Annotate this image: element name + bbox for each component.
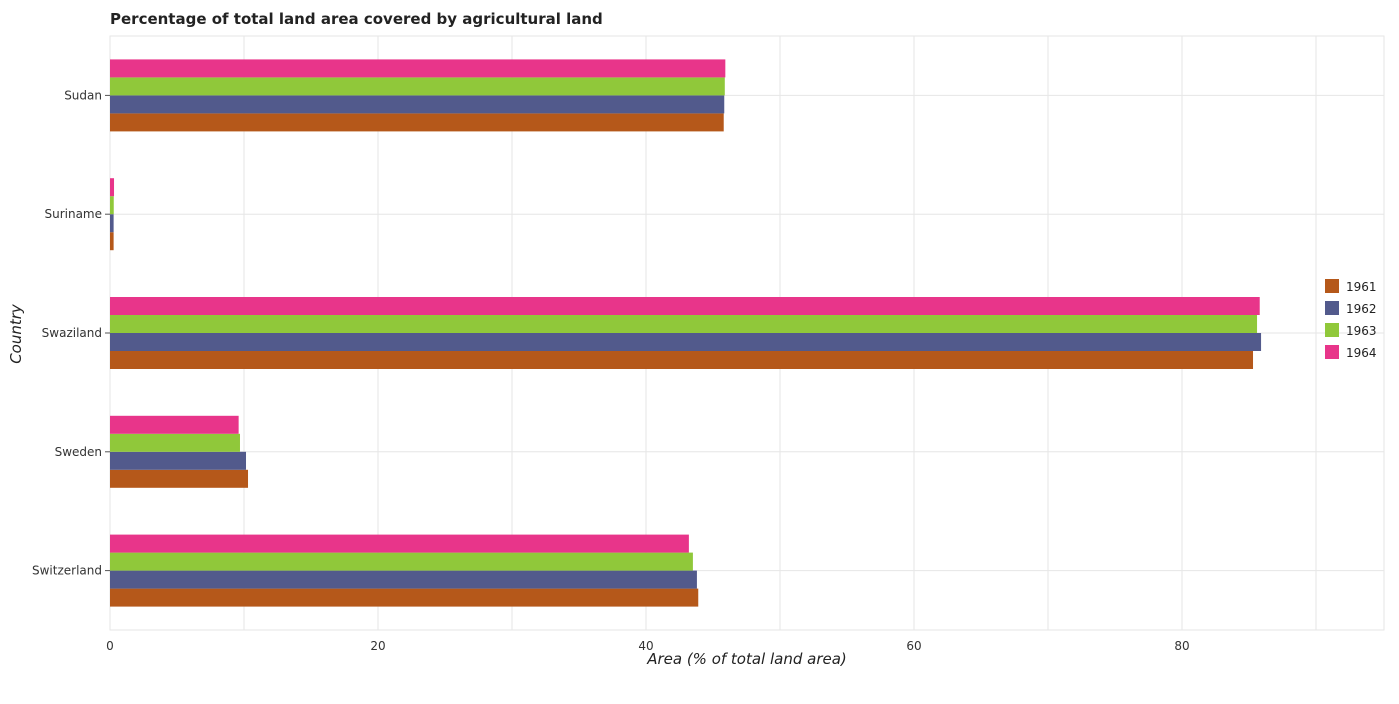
bar	[110, 415, 239, 434]
legend-swatch	[1325, 301, 1339, 315]
legend-label: 1964	[1346, 346, 1377, 360]
bar	[110, 433, 240, 452]
x-tick-label: 40	[638, 639, 653, 653]
bar	[110, 297, 1260, 315]
legend-swatch	[1325, 345, 1339, 359]
x-axis-ticks: 0 20 40 60 80	[106, 639, 1189, 653]
bar	[110, 77, 725, 96]
bar	[110, 588, 699, 607]
legend-label: 1963	[1346, 324, 1377, 338]
y-tick-label: Suriname	[44, 207, 102, 221]
legend-label: 1962	[1346, 302, 1377, 316]
y-axis-label: Country	[7, 303, 25, 364]
bar	[110, 59, 726, 78]
x-tick-label: 0	[106, 639, 114, 653]
x-tick-label: 20	[370, 639, 385, 653]
y-tick-label: Sudan	[64, 88, 102, 102]
legend-label: 1961	[1346, 280, 1377, 294]
bar	[110, 196, 114, 215]
bar	[110, 315, 1258, 333]
bar	[110, 113, 724, 132]
bar	[110, 351, 1254, 369]
y-axis-ticks: Sudan Suriname Swaziland Sweden Switzerland	[32, 88, 110, 578]
x-axis-label: Area (% of total land area)	[646, 650, 847, 668]
bar	[110, 534, 689, 553]
y-tick-label: Sweden	[55, 445, 102, 459]
bar	[110, 232, 114, 251]
x-tick-label: 80	[1174, 639, 1189, 653]
x-tick-label: 60	[906, 639, 921, 653]
bar	[110, 214, 114, 233]
y-tick-label: Switzerland	[32, 564, 102, 578]
bar	[110, 451, 247, 470]
legend: 1961 1962 1963 1964	[1325, 279, 1377, 360]
bar	[110, 469, 249, 488]
bar	[110, 570, 697, 589]
chart-title: Percentage of total land area covered by…	[110, 10, 603, 28]
bar	[110, 95, 725, 114]
bars	[110, 59, 1262, 607]
bar	[110, 552, 693, 571]
bar	[110, 333, 1262, 351]
bar	[110, 178, 115, 197]
legend-swatch	[1325, 279, 1339, 293]
legend-swatch	[1325, 323, 1339, 337]
y-tick-label: Swaziland	[42, 326, 102, 340]
